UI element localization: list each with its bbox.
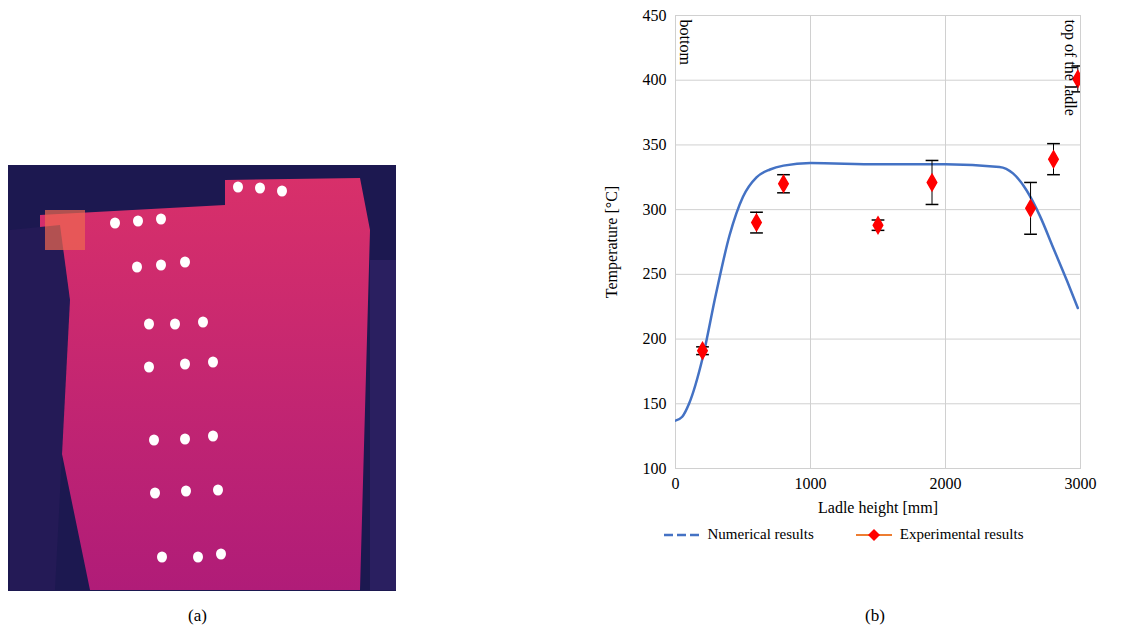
svg-text:400: 400 — [643, 71, 667, 88]
svg-text:450: 450 — [643, 7, 667, 24]
svg-text:Ladle height [mm]: Ladle height [mm] — [818, 499, 938, 517]
svg-text:Temperature [°C]: Temperature [°C] — [603, 186, 621, 298]
svg-text:200: 200 — [643, 330, 667, 347]
html-text:Experimental results: Experimental results — [899, 526, 1024, 542]
svg-text:0: 0 — [672, 475, 680, 492]
html-text:(b): (b) — [865, 606, 885, 625]
svg-text:300: 300 — [643, 201, 667, 218]
svg-text:bottom: bottom — [677, 20, 694, 66]
svg-text:350: 350 — [643, 136, 667, 153]
svg-text:150: 150 — [643, 395, 667, 412]
svg-text:100: 100 — [643, 460, 667, 477]
svg-text:1000: 1000 — [795, 475, 827, 492]
svg-text:250: 250 — [643, 265, 667, 282]
svg-text:top of the ladle: top of the ladle — [1061, 20, 1079, 116]
svg-text:3000: 3000 — [1065, 475, 1097, 492]
html-text:(a): (a) — [188, 606, 207, 625]
svg-text:2000: 2000 — [930, 475, 962, 492]
html-text:Numerical results: Numerical results — [707, 526, 814, 542]
